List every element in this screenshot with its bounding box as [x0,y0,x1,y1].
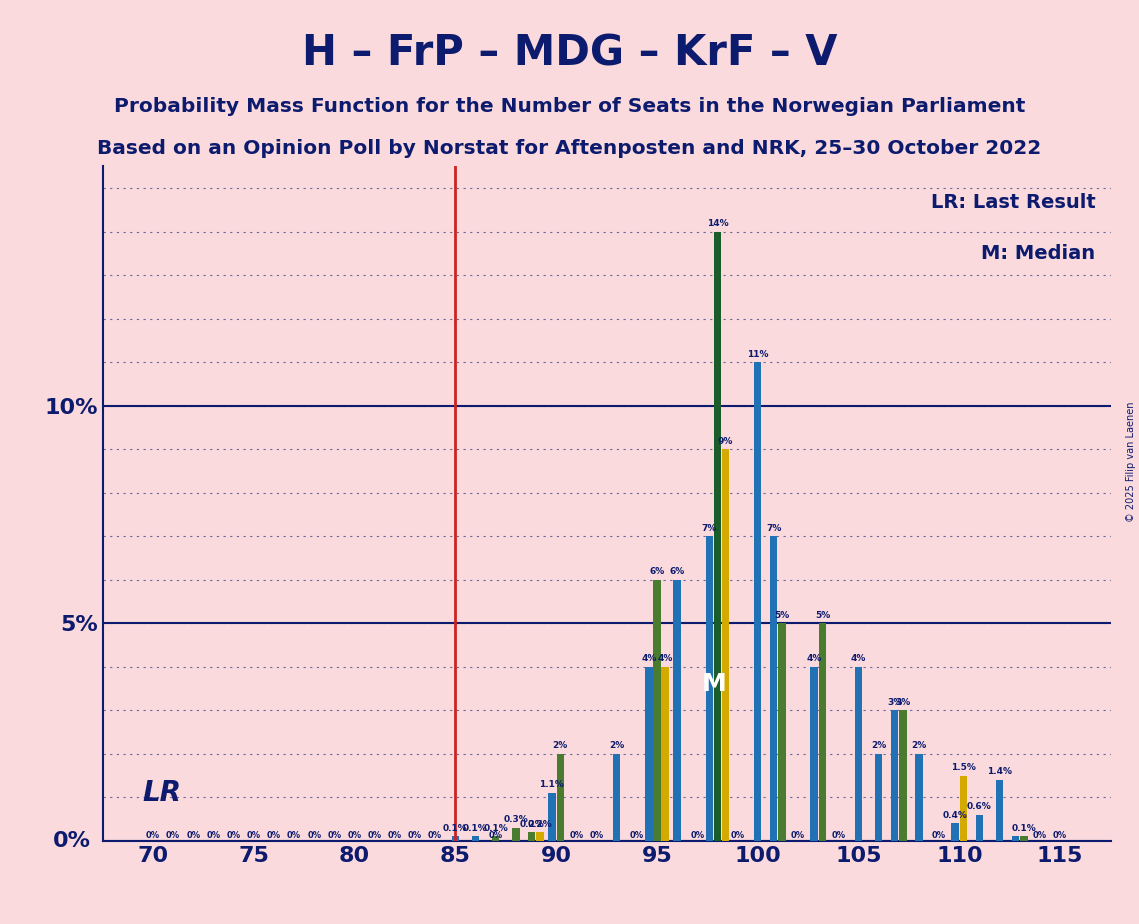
Bar [557,754,564,841]
Text: 4%: 4% [851,654,866,663]
Text: LR: Last Result: LR: Last Result [931,193,1096,213]
Bar [1011,836,1019,841]
Text: 6%: 6% [670,567,685,577]
Text: 3%: 3% [887,698,902,707]
Text: 0%: 0% [489,831,502,840]
Bar [875,754,883,841]
Text: 7%: 7% [702,524,718,533]
Text: 0.1%: 0.1% [443,824,468,833]
Text: 2%: 2% [911,741,927,750]
Text: Probability Mass Function for the Number of Seats in the Norwegian Parliament: Probability Mass Function for the Number… [114,97,1025,116]
Text: 0%: 0% [570,831,583,840]
Bar [548,793,556,841]
Bar [645,667,653,841]
Text: 0%: 0% [790,831,805,840]
Text: 0%: 0% [166,831,180,840]
Bar [662,667,669,841]
Bar [1021,836,1027,841]
Bar [706,536,713,841]
Bar [653,579,661,841]
Text: Based on an Opinion Poll by Norstat for Aftenposten and NRK, 25–30 October 2022: Based on an Opinion Poll by Norstat for … [97,139,1042,158]
Text: 6%: 6% [649,567,664,577]
Text: 3%: 3% [895,698,911,707]
Text: 0.1%: 0.1% [464,824,487,833]
Text: 0%: 0% [267,831,281,840]
Text: 0%: 0% [589,831,604,840]
Bar [722,449,729,841]
Text: 0.2%: 0.2% [519,820,544,829]
Bar [754,362,762,841]
Text: 5%: 5% [814,611,830,620]
Bar [960,775,967,841]
Text: 0%: 0% [428,831,442,840]
Text: 0%: 0% [52,831,90,851]
Text: 0%: 0% [368,831,382,840]
Text: 11%: 11% [747,349,769,359]
Text: 2%: 2% [609,741,624,750]
Text: 1.5%: 1.5% [951,763,976,772]
Text: 7%: 7% [767,524,781,533]
Text: 0%: 0% [831,831,845,840]
Text: 0.1%: 0.1% [1011,824,1036,833]
Bar [528,833,535,841]
Text: 0%: 0% [186,831,200,840]
Text: 1.4%: 1.4% [988,768,1013,776]
Text: 0%: 0% [932,831,947,840]
Text: 0%: 0% [387,831,402,840]
Bar [770,536,778,841]
Text: 0%: 0% [408,831,423,840]
Text: 0%: 0% [690,831,704,840]
Text: LR: LR [142,779,182,807]
Text: 0%: 0% [247,831,261,840]
Text: 0%: 0% [308,831,321,840]
Text: 0.2%: 0.2% [527,820,552,829]
Text: © 2025 Filip van Laenen: © 2025 Filip van Laenen [1125,402,1136,522]
Text: 1.1%: 1.1% [540,781,564,789]
Text: H – FrP – MDG – KrF – V: H – FrP – MDG – KrF – V [302,32,837,74]
Text: 0.3%: 0.3% [503,815,528,824]
Bar [854,667,862,841]
Bar [536,833,544,841]
Bar [810,667,818,841]
Bar [819,624,826,841]
Text: 5%: 5% [775,611,789,620]
Text: 0%: 0% [227,831,240,840]
Bar [513,828,519,841]
Bar [916,754,923,841]
Text: 0.6%: 0.6% [967,802,992,811]
Text: 4%: 4% [641,654,656,663]
Bar [451,836,459,841]
Bar [673,579,681,841]
Bar [891,711,899,841]
Bar [472,836,480,841]
Text: 0%: 0% [1033,831,1047,840]
Bar [976,815,983,841]
Text: M: M [702,672,727,696]
Text: 0%: 0% [146,831,159,840]
Text: 2%: 2% [871,741,886,750]
Text: 0%: 0% [206,831,221,840]
Text: 0%: 0% [730,831,745,840]
Text: 0%: 0% [327,831,342,840]
Bar [613,754,621,841]
Text: 4%: 4% [806,654,821,663]
Text: 0%: 0% [287,831,301,840]
Bar [900,711,907,841]
Text: 4%: 4% [657,654,673,663]
Text: 2%: 2% [552,741,568,750]
Text: 0.4%: 0.4% [943,811,967,820]
Bar [714,232,721,841]
Bar [951,823,959,841]
Text: 0%: 0% [1054,831,1067,840]
Text: 9%: 9% [718,437,734,445]
Bar [492,836,499,841]
Text: 0%: 0% [630,831,644,840]
Bar [995,780,1003,841]
Text: 0%: 0% [347,831,361,840]
Text: M: Median: M: Median [982,244,1096,263]
Text: 14%: 14% [706,219,728,228]
Bar [778,624,786,841]
Text: 0.1%: 0.1% [483,824,508,833]
